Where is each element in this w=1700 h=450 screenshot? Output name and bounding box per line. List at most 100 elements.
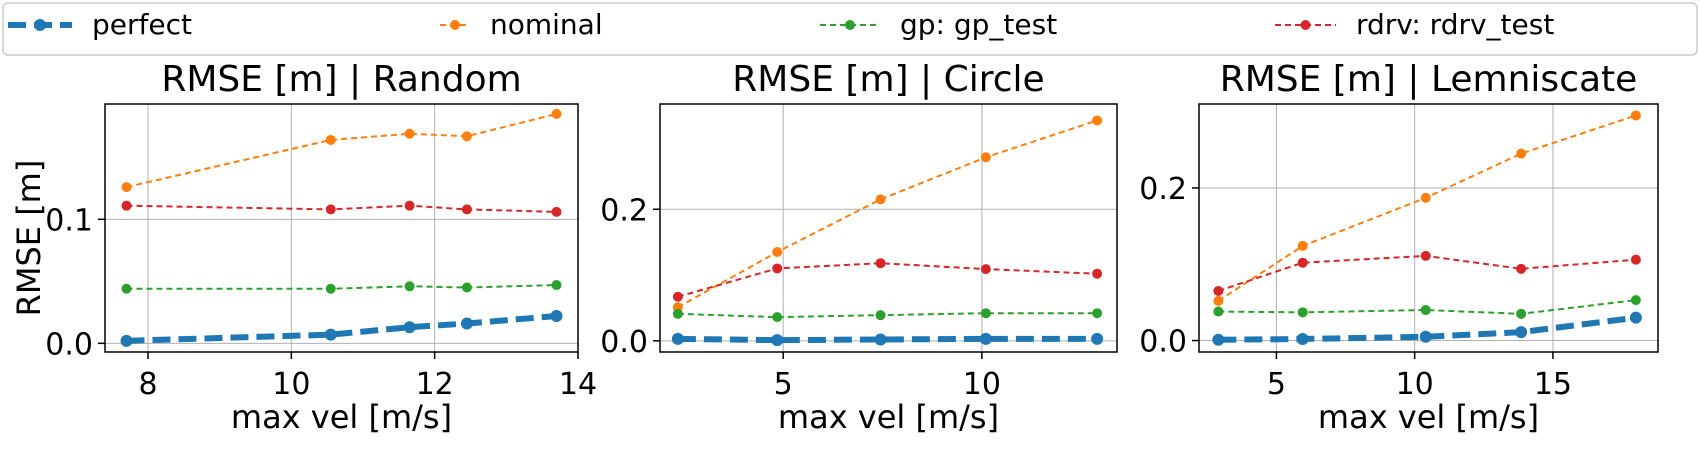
data-point-rdrv-rdrv-test xyxy=(672,291,683,302)
series-gp-gp-test xyxy=(121,280,562,294)
legend-entry-nominal: nominal xyxy=(440,8,603,41)
data-point-rdrv-rdrv-test xyxy=(1630,254,1641,265)
data-point-perfect xyxy=(120,334,133,347)
data-point-nominal xyxy=(875,194,886,205)
data-point-rdrv-rdrv-test xyxy=(1297,257,1308,268)
y-tick-label: 0.1 xyxy=(45,203,93,238)
series-line-gp-gp-test xyxy=(677,312,1098,319)
legend-label-rdrv-rdrv-test: rdrv: rdrv_test xyxy=(1356,8,1554,41)
data-point-gp-gp-test xyxy=(875,310,886,321)
data-point-rdrv-rdrv-test xyxy=(121,200,132,211)
y-axis-label: RMSE [m] xyxy=(10,160,48,317)
data-point-rdrv-rdrv-test xyxy=(461,204,472,215)
data-point-perfect xyxy=(1515,326,1528,339)
legend-marker-nominal xyxy=(450,20,460,30)
data-point-nominal xyxy=(551,108,562,119)
panel-rmse-m-lemniscate: 5 10 15 0.0 0.2 RMSE [m] | Lemniscate max vel … xyxy=(1139,59,1659,436)
legend-entry-perfect: perfect xyxy=(8,8,192,41)
x-tick-label: 15 xyxy=(1534,367,1572,402)
data-point-rdrv-rdrv-test xyxy=(404,200,415,211)
y-tick-label: 0.0 xyxy=(600,325,648,360)
x-tick-label: 5 xyxy=(774,367,793,402)
data-point-nominal xyxy=(980,152,991,163)
data-point-nominal xyxy=(1213,295,1224,306)
data-point-rdrv-rdrv-test xyxy=(875,258,886,269)
data-point-nominal xyxy=(404,128,415,139)
data-point-rdrv-rdrv-test xyxy=(1516,263,1527,274)
data-point-perfect xyxy=(979,332,992,345)
x-axis-label: max vel [m/s] xyxy=(1318,398,1539,436)
data-point-perfect xyxy=(1212,333,1225,346)
x-tick-label: 12 xyxy=(416,367,454,402)
series-line-nominal xyxy=(677,119,1098,309)
gridlines xyxy=(1199,104,1658,352)
legend-marker-rdrv-rdrv-test xyxy=(1300,20,1311,30)
series-gp-gp-test xyxy=(1213,295,1641,319)
x-tick-label: 14 xyxy=(559,367,597,402)
axes-frame xyxy=(104,103,579,353)
legend-marker-gp-gp-test xyxy=(845,20,855,30)
legend: perfect nominal gp: gp_test rdrv: rdrv_test xyxy=(2,2,1698,56)
legend-label-gp-gp-test: gp: gp_test xyxy=(900,8,1057,41)
data-point-nominal xyxy=(1092,115,1103,126)
chart-title: RMSE [m] | Circle xyxy=(732,59,1044,100)
x-tick-label: 10 xyxy=(272,367,310,402)
y-tick-label: 0.2 xyxy=(1139,172,1187,207)
axes-frame xyxy=(1198,103,1659,353)
data-point-nominal xyxy=(121,182,132,193)
data-point-nominal xyxy=(1420,192,1431,203)
data-point-perfect xyxy=(460,317,473,330)
data-point-nominal xyxy=(1630,110,1641,121)
data-point-gp-gp-test xyxy=(1213,306,1224,317)
series-nominal xyxy=(1213,110,1641,306)
data-point-perfect xyxy=(324,328,337,341)
series-perfect xyxy=(1212,311,1642,346)
data-point-gp-gp-test xyxy=(1092,308,1103,319)
data-point-gp-gp-test xyxy=(772,312,783,323)
legend-entry-rdrv-rdrv-test: rdrv: rdrv_test xyxy=(1275,8,1554,41)
series-rdrv-rdrv-test xyxy=(1213,250,1641,296)
y-tick-label: 0.0 xyxy=(1139,325,1187,360)
data-point-rdrv-rdrv-test xyxy=(772,263,783,274)
data-point-gp-gp-test xyxy=(121,283,132,294)
gridlines xyxy=(105,104,578,352)
data-point-rdrv-rdrv-test xyxy=(1420,250,1431,261)
series-rdrv-rdrv-test xyxy=(121,200,562,217)
legend-label-nominal: nominal xyxy=(490,8,603,41)
legend-entries: perfect nominal gp: gp_test rdrv: rdrv_test xyxy=(8,8,1554,41)
x-axis-label: max vel [m/s] xyxy=(778,398,999,436)
data-point-gp-gp-test xyxy=(980,308,991,319)
data-point-nominal xyxy=(325,134,336,145)
series-gp-gp-test xyxy=(672,308,1103,323)
data-point-gp-gp-test xyxy=(461,282,472,293)
data-point-nominal xyxy=(772,247,783,258)
axes-frame xyxy=(659,103,1118,353)
data-point-gp-gp-test xyxy=(551,280,562,291)
data-point-gp-gp-test xyxy=(672,308,683,319)
series-perfect xyxy=(671,332,1104,347)
panel-rmse-m-circle: 5 10 0.0 0.2 RMSE [m] | Circle max vel [m/s] xyxy=(600,59,1118,436)
series-line-perfect xyxy=(126,313,557,344)
data-point-gp-gp-test xyxy=(1516,308,1527,319)
series-line-perfect xyxy=(1218,314,1637,343)
x-tick-label: 8 xyxy=(138,367,157,402)
series-line-rdrv-rdrv-test xyxy=(126,204,557,213)
series-nominal xyxy=(121,108,562,193)
data-point-gp-gp-test xyxy=(1297,307,1308,318)
y-tick-label: 0.0 xyxy=(45,327,93,362)
x-tick-label: 10 xyxy=(963,367,1001,402)
panel-rmse-m-random: 8 10 12 14 0.0 0.1 RMSE [m] | Random max vel [m… xyxy=(10,59,597,436)
data-point-perfect xyxy=(874,333,887,346)
data-point-perfect xyxy=(1419,330,1432,343)
legend-marker-perfect xyxy=(34,19,46,31)
legend-label-perfect: perfect xyxy=(92,8,192,41)
data-point-rdrv-rdrv-test xyxy=(551,206,562,217)
data-point-perfect xyxy=(403,321,416,334)
data-point-gp-gp-test xyxy=(404,281,415,292)
data-point-nominal xyxy=(461,131,472,142)
data-point-nominal xyxy=(1297,240,1308,251)
series-nominal xyxy=(672,115,1103,313)
y-tick-label: 0.2 xyxy=(600,193,648,228)
